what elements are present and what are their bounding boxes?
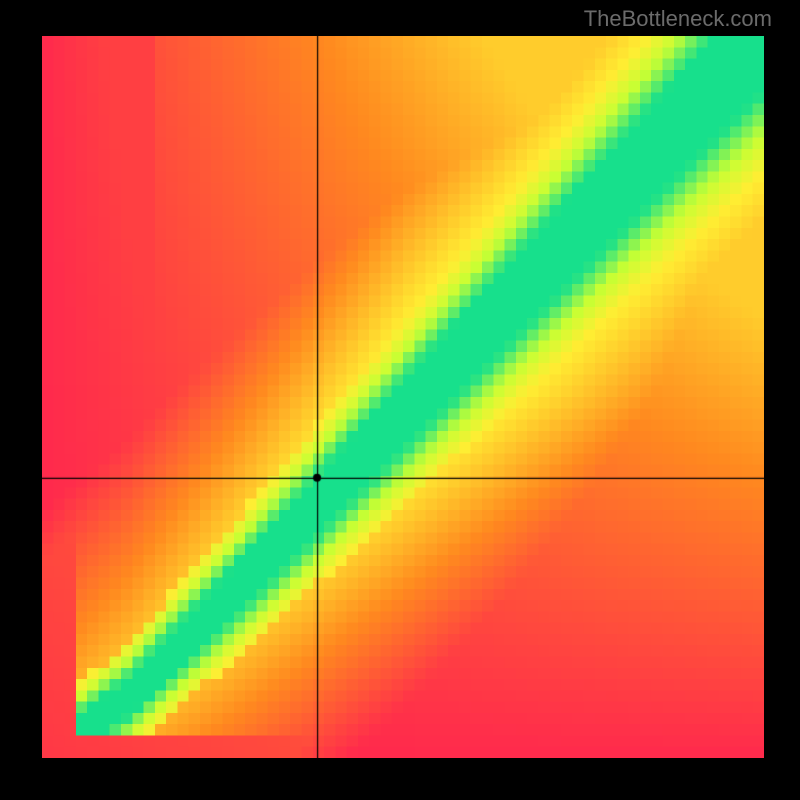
heatmap-plot (42, 36, 764, 758)
chart-frame: TheBottleneck.com (0, 0, 800, 800)
watermark-text: TheBottleneck.com (584, 6, 772, 32)
crosshair-overlay (42, 36, 764, 758)
